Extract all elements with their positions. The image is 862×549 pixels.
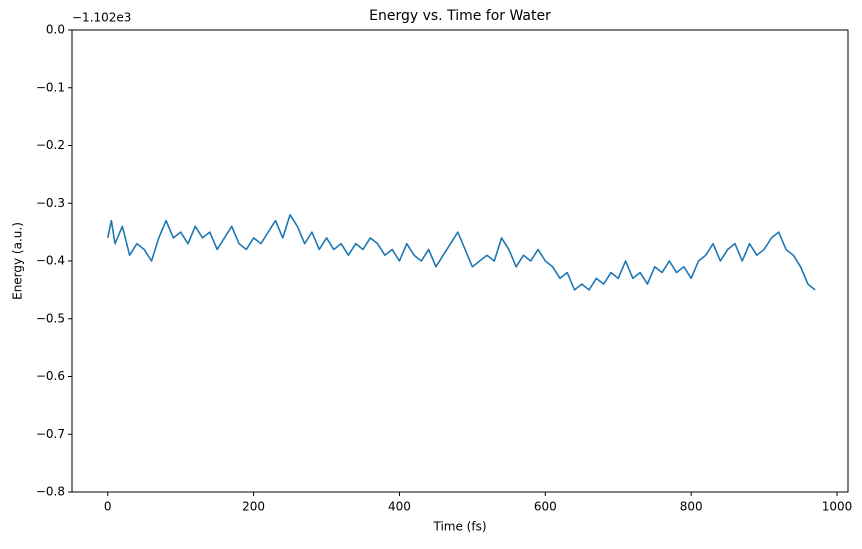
x-tick-label: 1000 bbox=[822, 500, 853, 514]
y-tick-label: −0.7 bbox=[36, 427, 65, 441]
y-tick-label: −0.5 bbox=[36, 311, 65, 325]
y-axis-label: Energy (a.u.) bbox=[11, 222, 25, 300]
y-tick-label: −0.3 bbox=[36, 196, 65, 210]
y-tick-label: −0.1 bbox=[36, 80, 65, 94]
x-tick-label: 400 bbox=[388, 500, 411, 514]
x-tick-label: 200 bbox=[242, 500, 265, 514]
plot-frame bbox=[71, 29, 849, 493]
y-tick-label: 0.0 bbox=[46, 23, 65, 37]
y-tick-label: −0.6 bbox=[36, 369, 65, 383]
data-line bbox=[106, 214, 816, 291]
x-tick-label: 800 bbox=[680, 500, 703, 514]
y-tick-label: −0.4 bbox=[36, 254, 65, 268]
x-tick-label: 0 bbox=[104, 500, 112, 514]
y-tick-label: −0.2 bbox=[36, 138, 65, 152]
chart-title: Energy vs. Time for Water bbox=[369, 8, 551, 24]
y-tick-label: −0.8 bbox=[36, 485, 65, 499]
y-offset-label: −1.102e3 bbox=[72, 11, 131, 25]
x-tick-label: 600 bbox=[534, 500, 557, 514]
x-axis-label: Time (fs) bbox=[432, 520, 486, 534]
